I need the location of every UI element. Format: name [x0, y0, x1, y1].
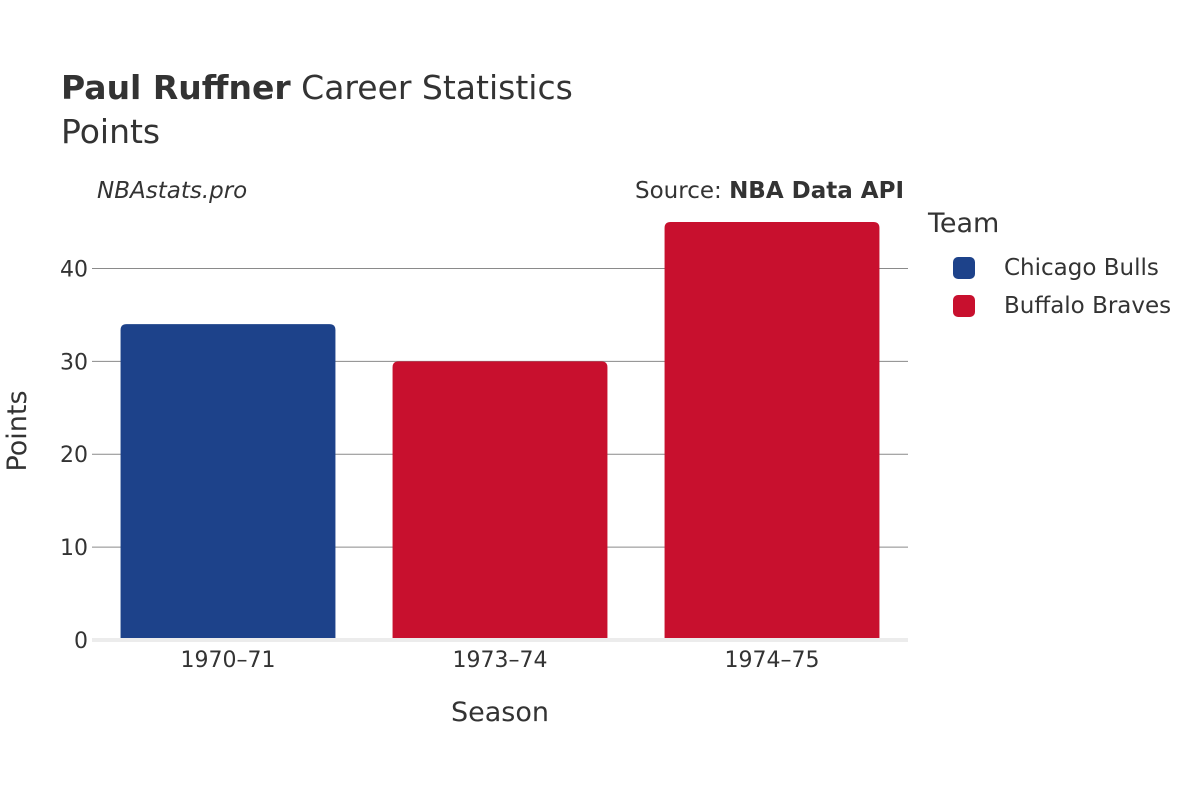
- x-tick-label: 1974–75: [725, 648, 820, 673]
- chart-title: Paul Ruffner Career Statistics: [61, 68, 573, 108]
- legend-label: Chicago Bulls: [1004, 255, 1159, 281]
- source-name: NBA Data API: [729, 178, 904, 204]
- legend: Team Chicago Bulls Buffalo Braves: [928, 208, 1171, 325]
- chart-title-block: Paul Ruffner Career Statistics Points: [61, 68, 573, 152]
- source-prefix: Source:: [635, 178, 722, 204]
- source-credit: Source: NBA Data API: [635, 178, 904, 204]
- chart-subtitle: Points: [61, 112, 161, 151]
- y-tick-label: 10: [60, 536, 88, 561]
- x-tick-label: 1970–71: [181, 648, 276, 673]
- legend-item-chicago-bulls[interactable]: Chicago Bulls: [928, 249, 1171, 287]
- title-suffix: Career Statistics: [301, 68, 573, 107]
- y-tick-label: 0: [74, 629, 88, 654]
- legend-swatch: [953, 257, 975, 279]
- watermark: NBAstats.pro: [97, 178, 248, 204]
- bar: [120, 324, 336, 640]
- y-tick-label: 30: [60, 350, 88, 375]
- legend-swatch: [953, 295, 975, 317]
- y-tick-label: 20: [60, 443, 88, 468]
- x-axis-title: Season: [451, 697, 549, 728]
- player-name: Paul Ruffner: [61, 68, 291, 107]
- x-tick-label: 1973–74: [453, 648, 548, 673]
- bar: [664, 222, 880, 640]
- bar: [392, 361, 608, 640]
- legend-item-buffalo-braves[interactable]: Buffalo Braves: [928, 287, 1171, 325]
- y-axis-title: Points: [2, 390, 33, 471]
- y-tick-label: 40: [60, 257, 88, 282]
- legend-title: Team: [928, 208, 1000, 239]
- legend-label: Buffalo Braves: [1004, 293, 1172, 319]
